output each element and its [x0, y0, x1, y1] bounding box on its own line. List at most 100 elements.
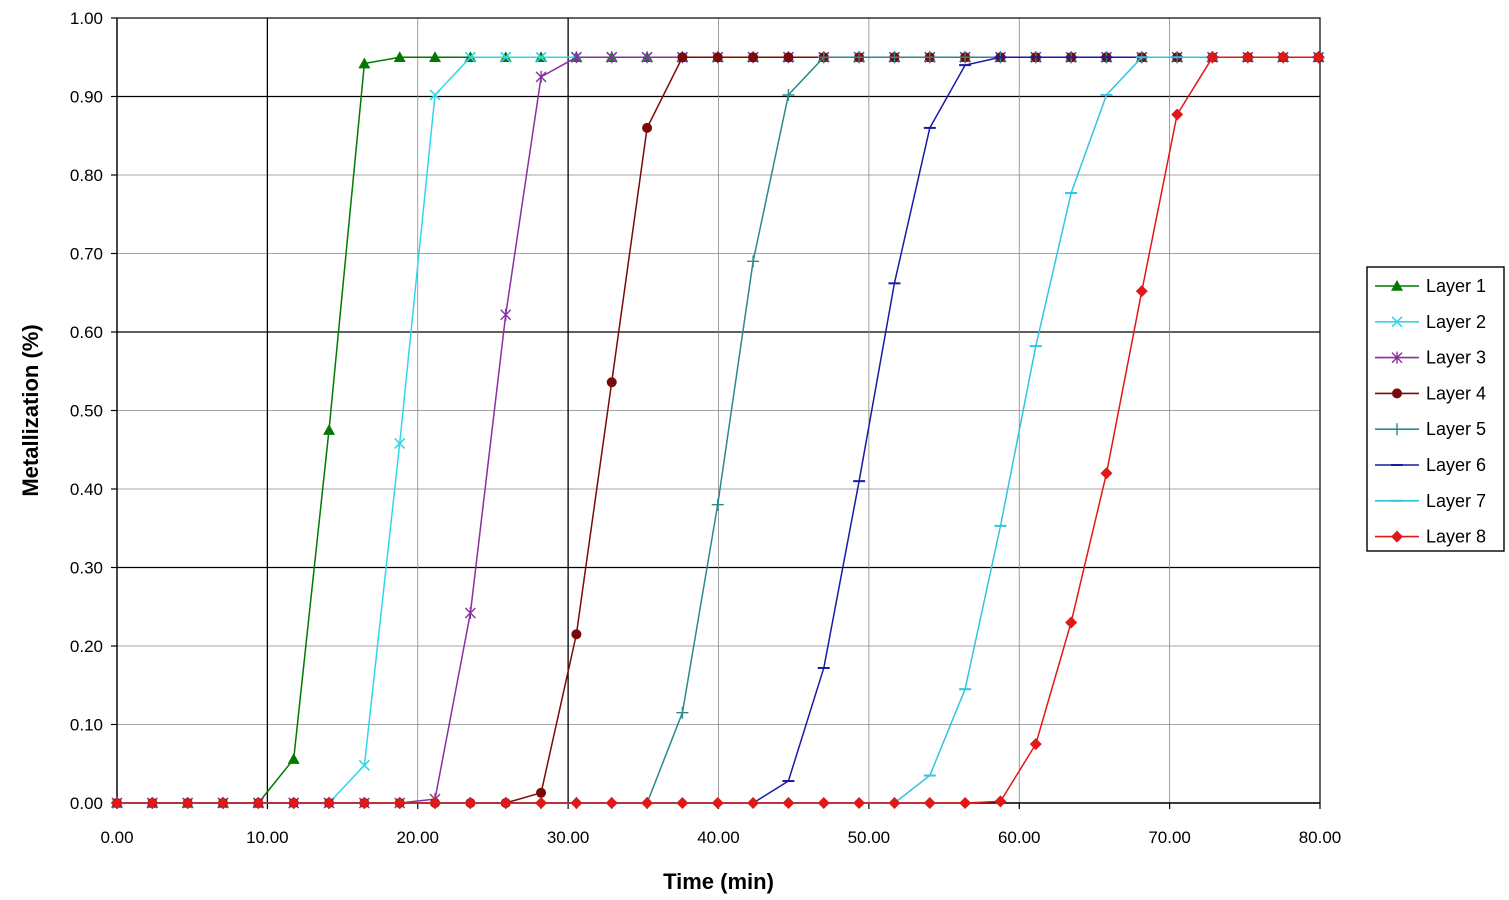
- data-point: [394, 437, 406, 450]
- legend-item: Layer 6: [1375, 455, 1486, 475]
- y-tick-label: 0.50: [70, 402, 103, 421]
- data-point: [711, 797, 724, 809]
- data-point: [1277, 51, 1290, 64]
- data-point: [429, 89, 441, 101]
- data-point: [782, 88, 795, 101]
- y-tick-label: 0.40: [70, 480, 103, 499]
- y-tick-label: 1.00: [70, 9, 103, 28]
- legend-label: Layer 2: [1426, 312, 1486, 332]
- legend-item: Layer 7: [1375, 491, 1486, 511]
- legend-label: Layer 7: [1426, 491, 1486, 511]
- x-tick-label: 40.00: [697, 828, 740, 847]
- x-tick-label: 0.00: [100, 828, 133, 847]
- data-point: [1241, 51, 1254, 64]
- data-point: [1029, 738, 1042, 751]
- data-point: [711, 498, 724, 511]
- y-tick-label: 0.90: [70, 88, 103, 107]
- data-point: [429, 51, 442, 63]
- data-point: [853, 797, 866, 809]
- grid: [116, 17, 1321, 804]
- data-point: [888, 51, 901, 64]
- data-point: [1135, 285, 1148, 298]
- x-tick-label: 30.00: [547, 828, 590, 847]
- data-point: [641, 797, 654, 809]
- legend-item: Layer 2: [1375, 312, 1486, 332]
- data-point: [817, 51, 830, 64]
- legend-marker: [1391, 530, 1403, 543]
- data-point: [252, 797, 265, 809]
- legend-item: Layer 3: [1375, 348, 1486, 368]
- data-point: [606, 377, 617, 388]
- data-point: [217, 797, 230, 809]
- data-point: [499, 797, 512, 809]
- series-8: [111, 51, 1325, 809]
- data-point: [429, 797, 442, 809]
- y-tick-label: 0.70: [70, 245, 103, 264]
- data-point: [535, 797, 548, 809]
- legend-marker: [1391, 316, 1403, 328]
- y-tick-label: 0.00: [70, 794, 103, 813]
- legend-label: Layer 8: [1426, 527, 1486, 547]
- data-point: [606, 51, 618, 64]
- data-point: [923, 51, 936, 64]
- legend-label: Layer 6: [1426, 455, 1486, 475]
- legend-marker: [1391, 423, 1403, 436]
- data-point: [535, 51, 547, 63]
- data-point: [747, 797, 760, 809]
- data-point: [464, 51, 476, 63]
- data-point: [923, 797, 936, 809]
- data-point: [464, 797, 477, 809]
- data-point: [464, 607, 476, 620]
- data-point: [712, 52, 723, 63]
- data-point: [146, 797, 159, 809]
- data-point: [888, 797, 901, 809]
- data-point: [676, 706, 689, 719]
- legend-marker: [1391, 280, 1403, 291]
- data-point: [1171, 108, 1184, 121]
- data-point: [358, 57, 371, 69]
- legend-item: Layer 8: [1375, 527, 1486, 547]
- y-tick-label: 0.30: [70, 559, 103, 578]
- data-point: [747, 255, 760, 268]
- x-tick-label: 20.00: [396, 828, 439, 847]
- data-point: [571, 629, 582, 640]
- data-point: [994, 795, 1007, 808]
- data-point: [500, 51, 512, 63]
- legend: Layer 1 Layer 2 Layer 3 Layer 4 Layer 5 Layer…: [1366, 266, 1505, 552]
- x-tick-label: 60.00: [998, 828, 1041, 847]
- legend-label: Layer 5: [1426, 419, 1486, 439]
- data-point: [1206, 51, 1219, 64]
- series-layer: [111, 51, 1325, 809]
- legend-label: Layer 3: [1426, 348, 1486, 368]
- data-point: [535, 70, 547, 83]
- data-point: [536, 787, 547, 798]
- data-point: [959, 51, 972, 64]
- data-point: [1100, 467, 1113, 480]
- data-point: [677, 52, 688, 63]
- legend-item: Layer 1: [1375, 276, 1486, 296]
- data-point: [181, 797, 194, 809]
- x-tick-label: 70.00: [1148, 828, 1191, 847]
- legend-marker: [1391, 351, 1403, 364]
- y-tick-label: 0.10: [70, 716, 103, 735]
- data-point: [323, 424, 336, 435]
- data-point: [748, 52, 759, 63]
- data-point: [1312, 51, 1325, 64]
- data-point: [570, 797, 583, 809]
- data-point: [287, 753, 300, 764]
- data-point: [323, 797, 336, 809]
- data-point: [111, 797, 123, 809]
- y-tick-label: 0.60: [70, 323, 103, 342]
- data-point: [642, 122, 653, 133]
- data-point: [358, 797, 371, 809]
- y-tick-label: 0.20: [70, 637, 103, 656]
- data-point: [853, 51, 866, 64]
- x-axis-title: Time (min): [663, 869, 774, 894]
- data-point: [500, 308, 512, 321]
- data-point: [570, 51, 582, 64]
- data-point: [676, 797, 689, 809]
- data-point: [783, 52, 794, 63]
- x-tick-label: 50.00: [848, 828, 891, 847]
- legend-item: Layer 5: [1375, 419, 1486, 439]
